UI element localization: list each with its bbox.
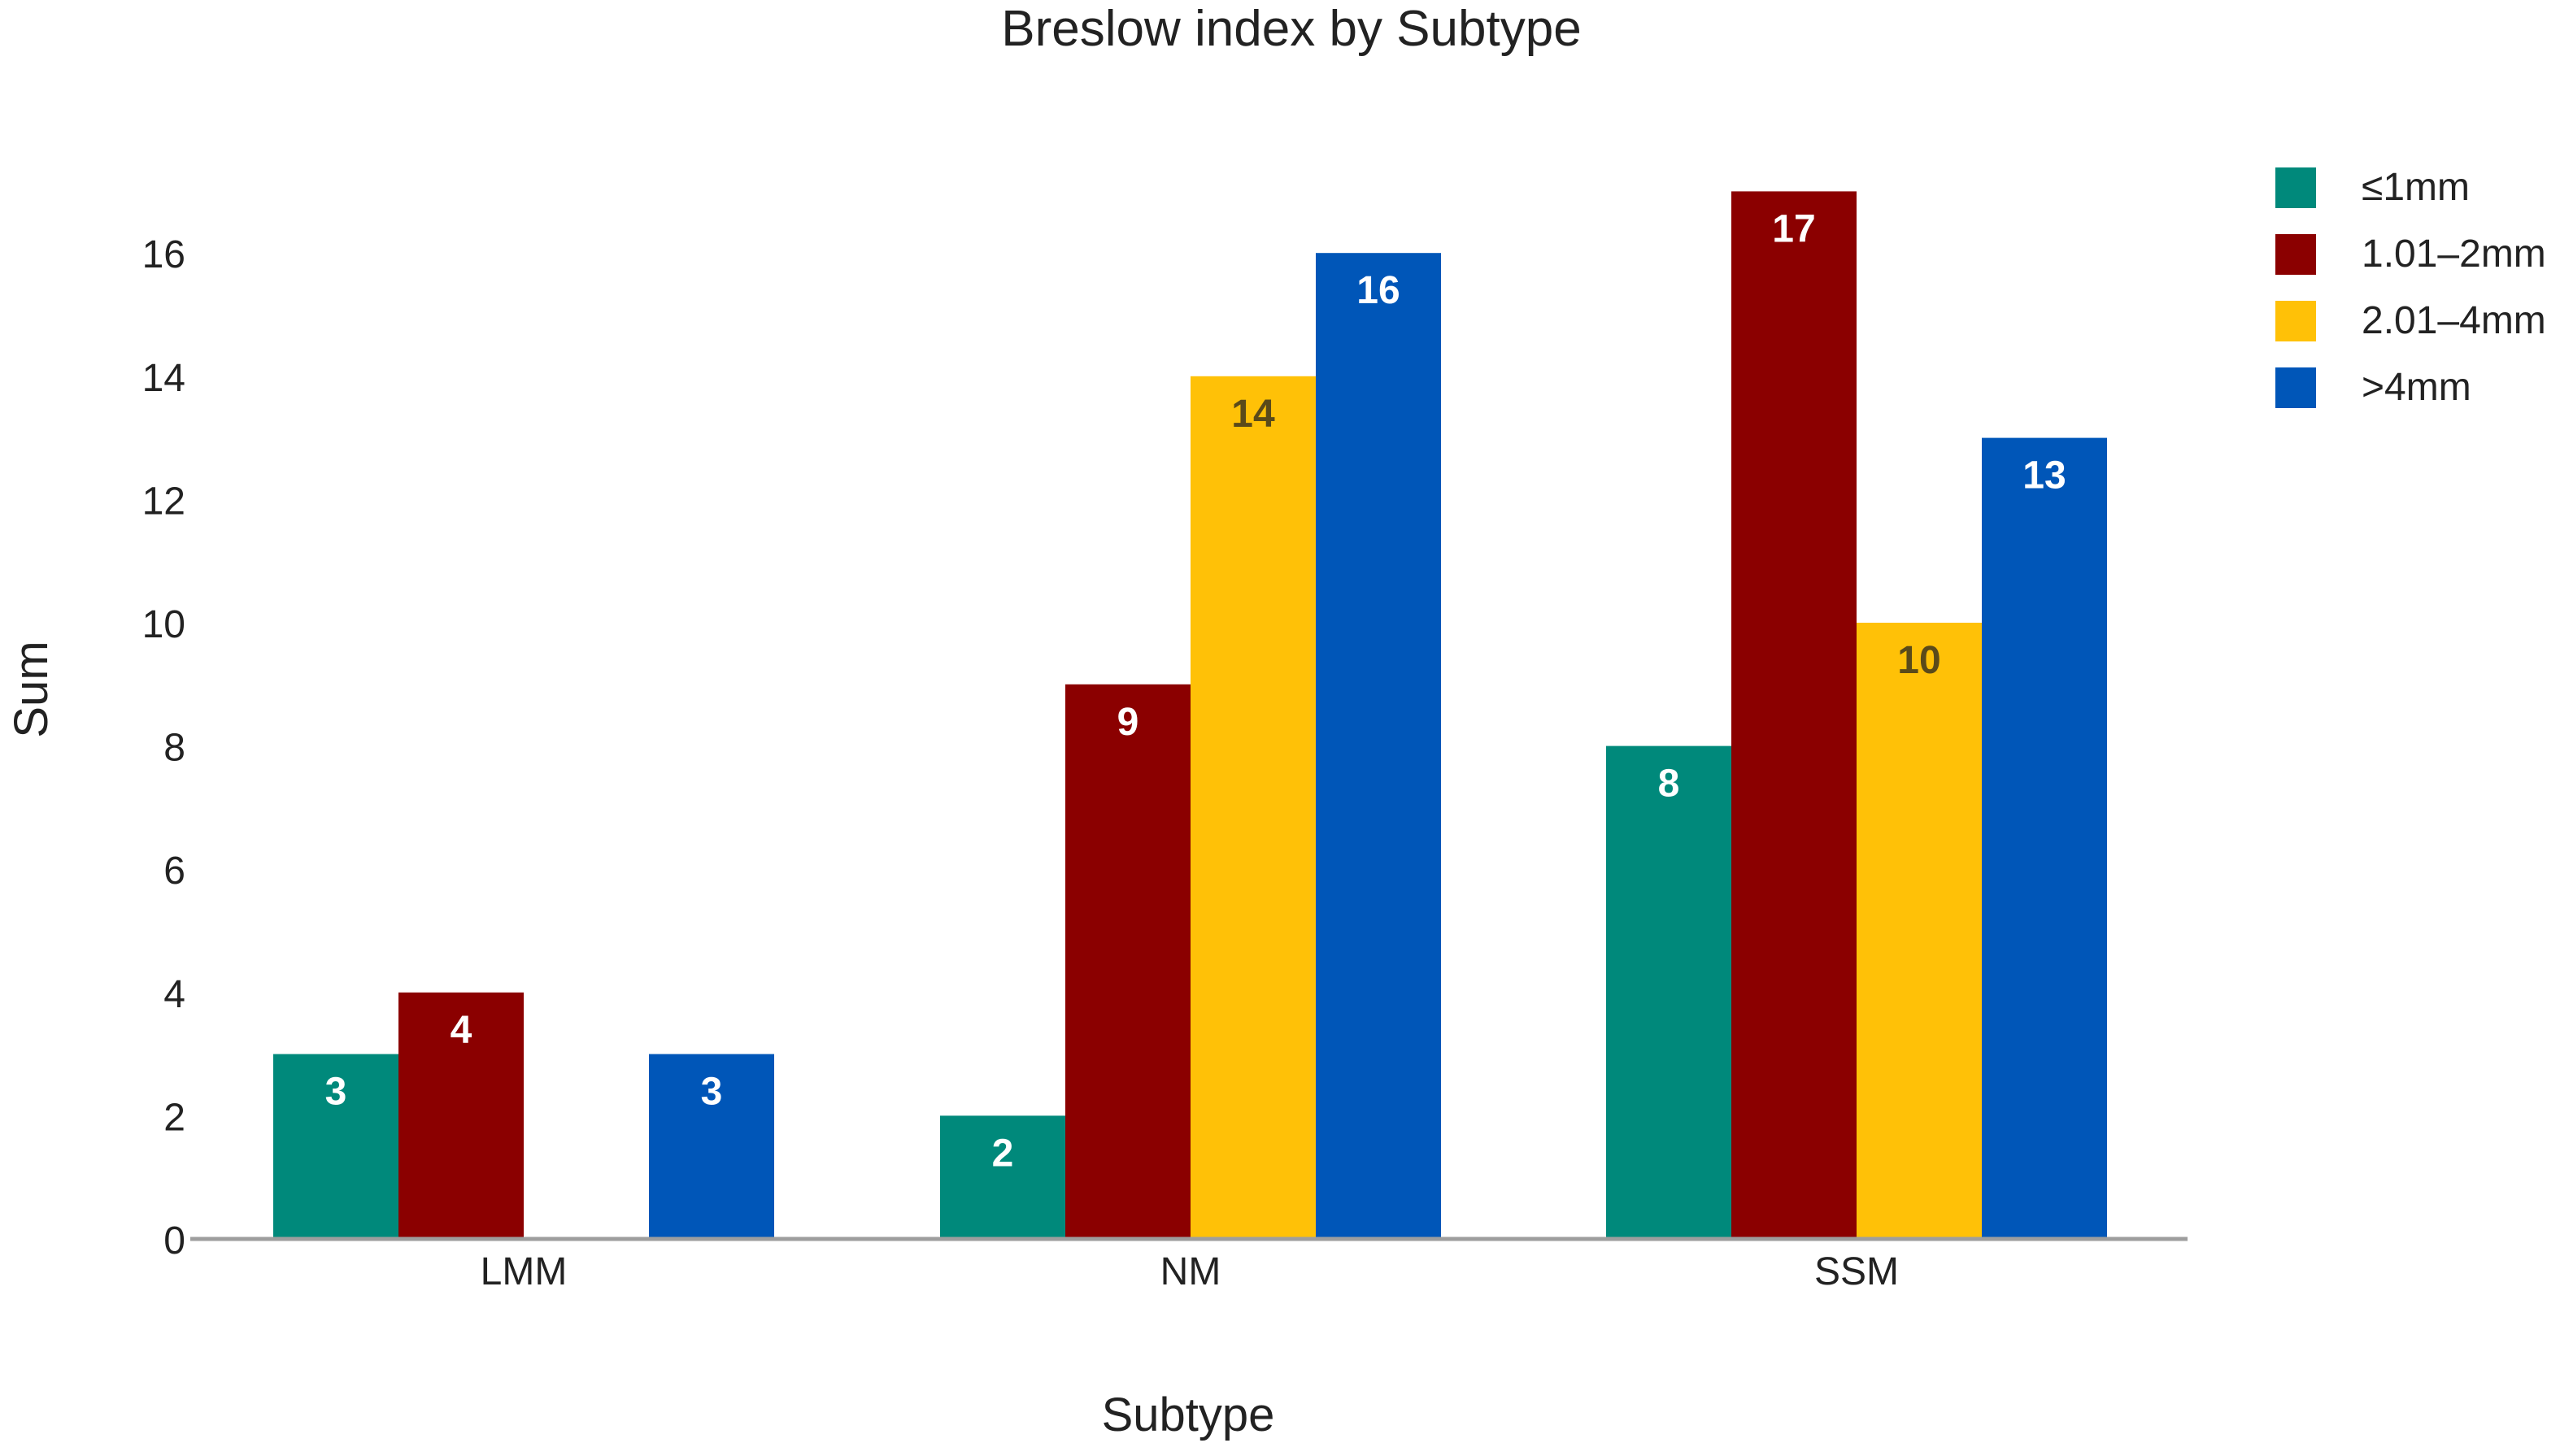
bar-nm-series-2	[1191, 376, 1316, 1239]
data-label: 4	[451, 1009, 472, 1052]
chart-title: Breslow index by Subtype	[1001, 1, 1581, 57]
data-labels-group: 3 4 3 2 9 14 16 8 17 10 13	[325, 207, 2066, 1175]
data-label: 14	[1231, 393, 1275, 436]
bar-lmm-series-0	[273, 1054, 398, 1239]
legend-swatch	[2275, 367, 2316, 408]
bar-ssm-series-0	[1606, 745, 1731, 1239]
bars-group	[273, 191, 2107, 1240]
y-tick-label: 16	[142, 233, 185, 276]
data-label: 16	[1356, 269, 1400, 312]
y-tick-label: 8	[163, 727, 185, 770]
legend-swatch	[2275, 167, 2316, 208]
data-label: 8	[1658, 763, 1680, 806]
legend-label: >4mm	[2362, 366, 2471, 409]
data-label: 2	[992, 1132, 1014, 1175]
y-tick-label: 12	[142, 480, 185, 523]
x-axis-label: Subtype	[1102, 1389, 1275, 1441]
bar-nm-series-1	[1065, 684, 1191, 1239]
bar-ssm-series-3	[1982, 437, 2107, 1239]
bar-lmm-series-1	[398, 992, 524, 1239]
x-tick-label: NM	[1160, 1250, 1221, 1293]
data-label: 17	[1772, 207, 1815, 250]
y-axis-ticks: 0 2 4 6 8 10 12 14 16	[142, 233, 185, 1263]
x-tick-label: SSM	[1814, 1250, 1899, 1293]
data-label: 13	[2022, 454, 2066, 498]
bar-ssm-series-2	[1857, 623, 1982, 1239]
data-label: 3	[325, 1071, 347, 1114]
bar-lmm-series-3	[649, 1054, 774, 1239]
y-tick-label: 6	[163, 850, 185, 893]
x-axis-ticks: LMM NM SSM	[481, 1250, 1899, 1293]
data-label: 9	[1117, 701, 1139, 744]
bar-nm-series-0	[940, 1115, 1065, 1239]
legend-label: 2.01–4mm	[2362, 299, 2546, 342]
legend-label: ≤1mm	[2362, 166, 2470, 209]
y-axis-label: Sum	[5, 641, 58, 737]
legend: ≤1mm 1.01–2mm 2.01–4mm >4mm	[2275, 166, 2546, 409]
y-tick-label: 14	[142, 357, 185, 400]
data-label: 10	[1897, 639, 1940, 682]
x-tick-label: LMM	[481, 1250, 568, 1293]
y-tick-label: 2	[163, 1096, 185, 1139]
y-tick-label: 4	[163, 973, 185, 1016]
legend-swatch	[2275, 301, 2316, 341]
y-tick-label: 10	[142, 603, 185, 646]
legend-swatch	[2275, 234, 2316, 275]
bar-ssm-series-1	[1731, 191, 1857, 1239]
y-tick-label: 0	[163, 1219, 185, 1263]
bar-nm-series-3	[1316, 253, 1441, 1240]
legend-label: 1.01–2mm	[2362, 233, 2546, 276]
data-label: 3	[701, 1071, 723, 1114]
